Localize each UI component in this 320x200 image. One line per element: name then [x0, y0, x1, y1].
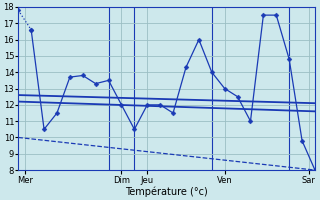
X-axis label: Température (°c): Température (°c) — [125, 186, 208, 197]
